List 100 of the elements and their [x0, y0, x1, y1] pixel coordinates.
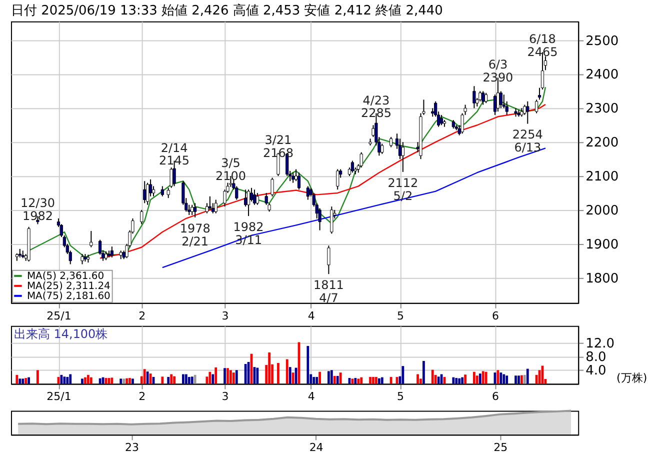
candlestick — [534, 99, 538, 114]
candlestick — [292, 172, 295, 184]
y-tick-label: 2000 — [586, 203, 619, 218]
candlestick — [350, 160, 354, 174]
x-tick-label: 5 — [396, 309, 404, 322]
annotation: 6/18 2465 — [527, 32, 558, 60]
x-tick-label: 2 — [138, 390, 146, 404]
candlestick — [250, 187, 254, 202]
x-tick-label: 3 — [222, 390, 229, 404]
bar — [230, 370, 232, 384]
x-tick-label: 4 — [308, 309, 315, 322]
bar — [520, 375, 523, 384]
candlestick — [190, 204, 194, 216]
x-tick-label: 25/1 — [46, 309, 72, 322]
bar — [476, 376, 478, 384]
candlestick — [214, 199, 218, 214]
bar — [402, 366, 404, 384]
bar — [98, 378, 102, 384]
bar — [224, 368, 226, 384]
bar — [69, 374, 72, 384]
legend-label: MA(5) 2,361.60 — [26, 270, 104, 282]
candlestick — [306, 186, 310, 200]
candlestick — [246, 189, 250, 217]
candlestick — [482, 90, 485, 106]
bar — [86, 374, 90, 384]
y-tick-label: 4.0 — [586, 364, 606, 379]
candlestick — [390, 136, 393, 148]
y-tick-label: 12.0 — [586, 336, 614, 352]
candlestick — [270, 177, 274, 197]
bar — [288, 367, 292, 384]
bar — [327, 371, 330, 384]
bar — [184, 374, 188, 384]
bar — [66, 376, 69, 384]
bar — [81, 378, 84, 384]
bar — [208, 372, 212, 384]
candlestick — [244, 189, 248, 208]
bar — [357, 378, 360, 384]
bar — [339, 372, 342, 384]
bar — [146, 372, 149, 384]
bar — [478, 374, 482, 384]
bar — [372, 376, 374, 384]
bar — [167, 376, 170, 384]
bar — [63, 376, 66, 384]
candlestick — [401, 142, 404, 172]
candlestick — [252, 189, 256, 206]
candlestick — [90, 230, 93, 248]
bar — [431, 370, 434, 384]
candlestick — [499, 90, 502, 109]
bar — [482, 371, 484, 384]
bar — [514, 376, 517, 384]
y-tick-label: 2100 — [586, 170, 619, 185]
bar — [190, 376, 194, 384]
candlestick — [327, 245, 330, 275]
y-tick-label: 2400 — [586, 68, 619, 83]
x-tick-label: 25 — [494, 441, 508, 454]
candlestick — [256, 192, 259, 206]
bar — [268, 352, 271, 384]
bar — [188, 376, 190, 384]
bar — [286, 359, 288, 384]
bar — [28, 377, 30, 384]
bar — [126, 378, 128, 384]
x-tick-label: 24 — [309, 441, 324, 454]
bar — [16, 374, 18, 384]
bar — [464, 374, 466, 384]
candlestick — [80, 254, 84, 265]
bar — [132, 378, 134, 384]
annotation: 1978 2/21 — [180, 221, 210, 248]
bar — [351, 378, 354, 384]
bar — [306, 346, 310, 384]
x-tick-label: 23 — [125, 441, 139, 454]
bar — [506, 376, 508, 384]
candlestick — [140, 209, 144, 225]
bar — [316, 376, 318, 384]
bar — [170, 374, 173, 384]
annotation: 12/30 1982 — [20, 196, 55, 224]
bar — [194, 374, 196, 384]
candlestick — [143, 180, 146, 204]
x-tick-label: 3 — [222, 309, 229, 322]
candlestick — [194, 202, 197, 218]
candlestick — [160, 186, 164, 197]
bar — [354, 378, 357, 384]
bar — [110, 378, 114, 384]
bar — [244, 364, 247, 384]
bar — [212, 374, 214, 384]
x-tick-label: 4 — [308, 390, 315, 404]
bar — [24, 378, 28, 384]
y-tick-label: 1900 — [586, 237, 619, 252]
bar — [461, 377, 464, 384]
annotation: 2254 6/13 — [512, 128, 543, 155]
bar — [84, 377, 86, 384]
bar — [455, 378, 458, 384]
candlestick — [422, 99, 426, 116]
candlestick — [146, 182, 150, 206]
candlestick — [440, 114, 444, 126]
candlestick — [484, 92, 488, 104]
candlestick — [538, 87, 542, 100]
bar — [173, 376, 176, 384]
annotation: 1811 4/7 — [313, 278, 344, 306]
bar — [458, 378, 461, 384]
candlestick — [166, 187, 170, 199]
